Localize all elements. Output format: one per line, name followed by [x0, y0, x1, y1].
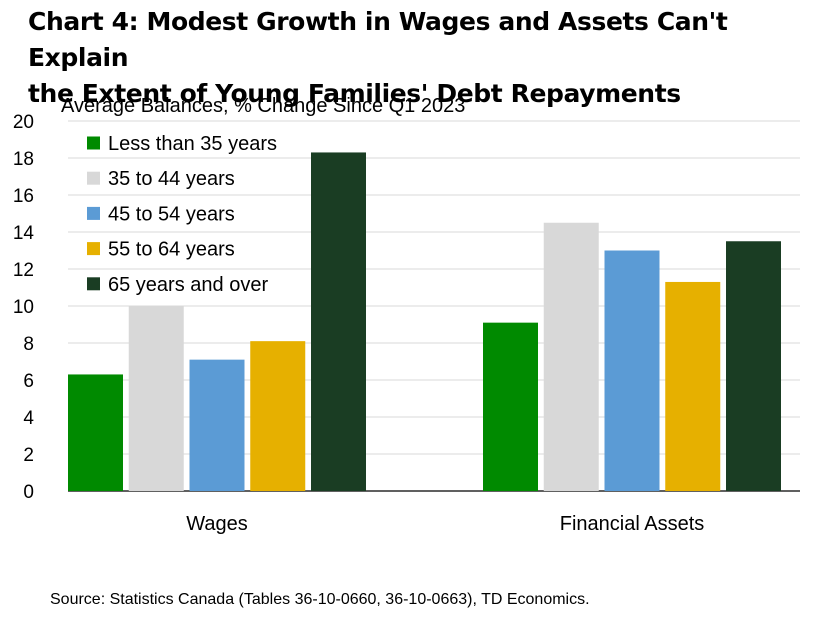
y-tick-label: 12	[13, 260, 34, 281]
bar	[128, 306, 184, 491]
legend-swatch	[87, 242, 100, 256]
y-axis-ticks: 0 2 4 6 8 10 12 14 16 18 20	[13, 112, 35, 503]
y-tick-label: 18	[13, 149, 34, 170]
chart-subtitle: Average Balances, % Change Since Q1 2023	[61, 95, 466, 117]
y-tick-label: 14	[13, 223, 35, 244]
bar	[726, 241, 781, 491]
chart-title-line-1: Chart 4: Modest Growth in Wages and Asse…	[28, 7, 728, 72]
x-axis-labels: Wages Financial Assets	[186, 513, 704, 535]
y-tick-label: 16	[13, 186, 34, 207]
y-tick-label: 6	[23, 371, 34, 392]
legend-swatch	[87, 171, 100, 185]
x-category-label: Financial Assets	[560, 513, 705, 535]
bar	[68, 374, 123, 491]
legend-swatch	[87, 206, 100, 220]
chart-title: Chart 4: Modest Growth in Wages and Asse…	[28, 4, 818, 112]
y-tick-label: 20	[13, 112, 34, 133]
legend-swatch	[87, 136, 100, 150]
x-category-label: Wages	[186, 513, 248, 535]
bar-group	[68, 152, 781, 491]
y-tick-label: 8	[23, 334, 34, 355]
bar	[483, 322, 538, 491]
y-tick-label: 0	[23, 482, 34, 503]
y-tick-label: 4	[23, 408, 34, 429]
bar	[189, 359, 245, 491]
legend: Less than 35 years 35 to 44 years 45 to 54…	[87, 133, 277, 296]
legend-label: 65 years and over	[108, 274, 268, 296]
y-tick-label: 10	[13, 297, 34, 318]
source-note: Source: Statistics Canada (Tables 36-10-…	[50, 591, 590, 608]
legend-swatch	[87, 277, 100, 291]
bar	[311, 152, 366, 491]
legend-label: 45 to 54 years	[108, 203, 235, 225]
legend-label: 55 to 64 years	[108, 239, 235, 261]
bar	[250, 341, 306, 491]
legend-label: 35 to 44 years	[108, 168, 235, 190]
chart-title-line-2: the Extent of Young Families' Debt Repay…	[28, 79, 681, 108]
bar	[665, 281, 721, 491]
bar	[543, 222, 599, 491]
bar	[604, 250, 660, 491]
legend-label: Less than 35 years	[108, 133, 277, 155]
y-tick-label: 2	[23, 445, 34, 466]
